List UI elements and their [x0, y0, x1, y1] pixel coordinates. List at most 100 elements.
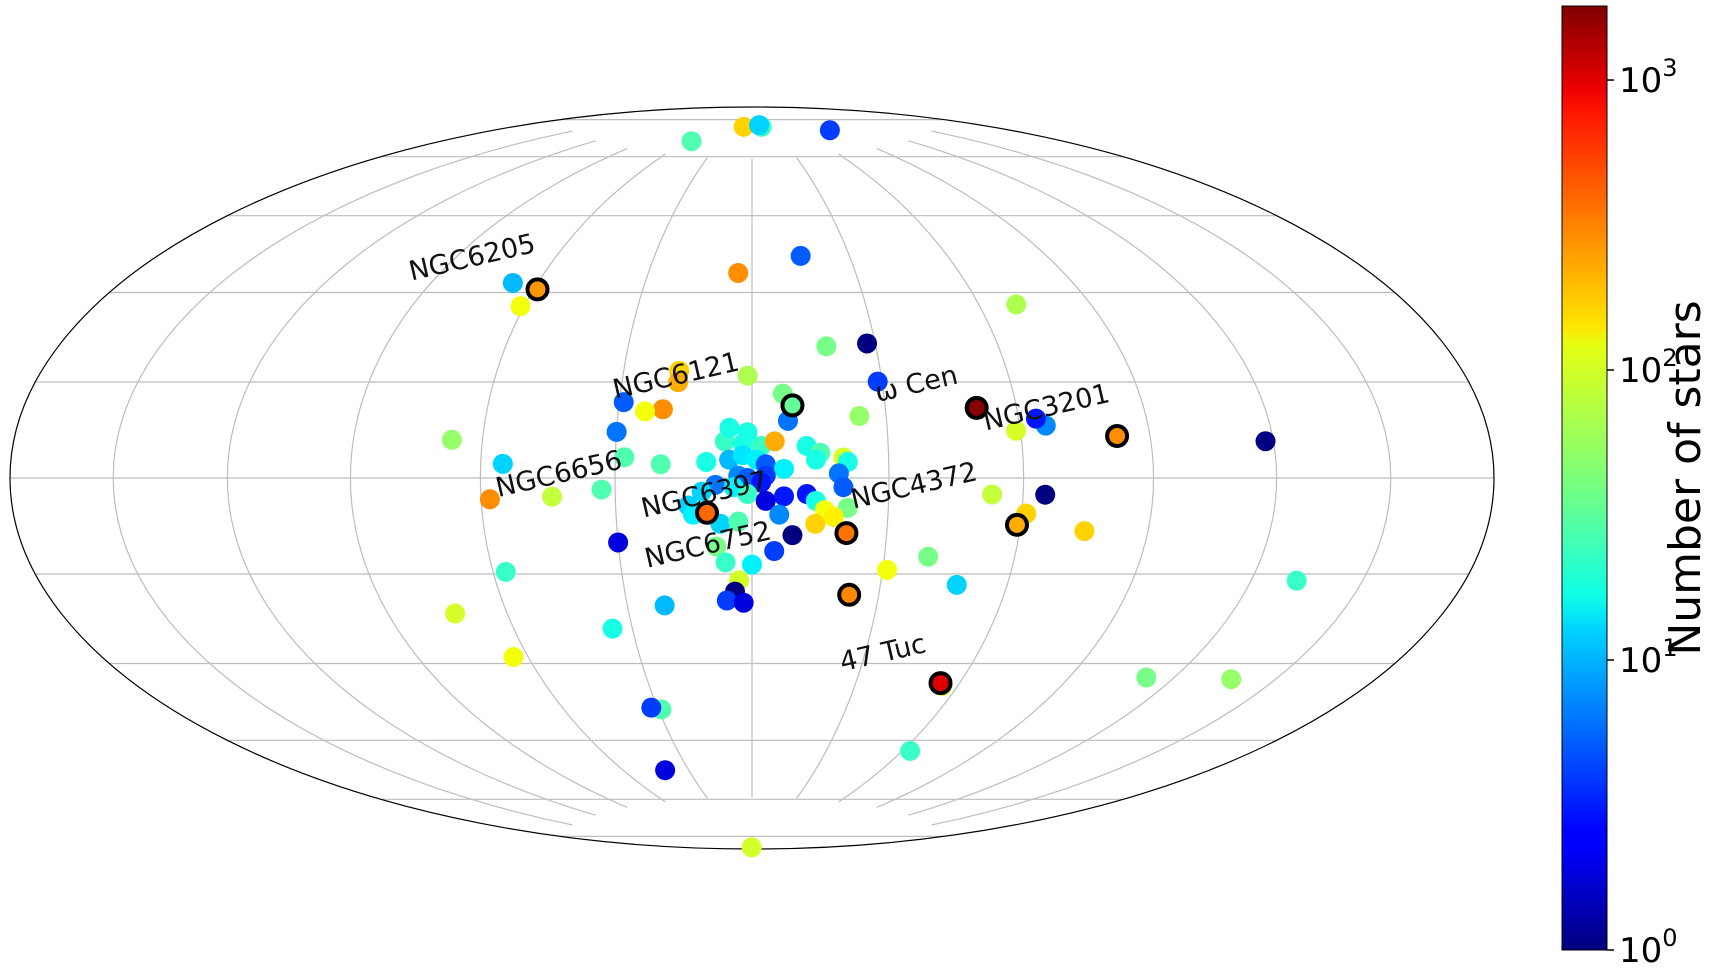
colorbar: 100 101 102 103 Number of stars — [1561, 5, 1711, 971]
cluster-point — [733, 592, 754, 613]
cluster-point — [755, 490, 776, 511]
highlighted-cluster-point — [928, 671, 953, 696]
cluster-point — [1136, 667, 1157, 688]
meridian-line — [349, 147, 628, 809]
cluster-point — [805, 513, 826, 534]
cluster-point — [857, 333, 878, 354]
cluster-point — [823, 507, 844, 528]
cluster-point — [741, 837, 762, 858]
cluster-point — [614, 447, 635, 468]
meridian-line — [876, 147, 1155, 809]
colorbar-tick-label: 102 — [1619, 344, 1678, 391]
cluster-point — [652, 399, 673, 420]
cluster-point — [876, 559, 897, 580]
cluster-point — [691, 481, 712, 502]
cluster-point — [737, 365, 758, 386]
cluster-point — [737, 422, 758, 443]
cluster-point — [510, 296, 531, 317]
cluster-point — [696, 451, 717, 472]
cluster-point — [1221, 669, 1242, 690]
highlighted-cluster-point — [964, 395, 989, 420]
meridian-line — [795, 157, 890, 799]
highlighted-cluster-point — [780, 393, 805, 418]
cluster-point — [728, 511, 749, 532]
cluster-point — [764, 541, 785, 562]
cluster-point — [849, 405, 870, 426]
colorbar-label: Number of stars — [1660, 300, 1711, 655]
cluster-point — [542, 486, 563, 507]
cluster-point — [918, 546, 939, 567]
meridian-line — [112, 130, 573, 826]
cluster-point — [833, 477, 854, 498]
cluster-point — [1074, 521, 1095, 542]
meridian-line — [838, 153, 1025, 803]
meridian-line — [226, 140, 596, 816]
cluster-point — [668, 372, 689, 393]
meridian-line — [479, 153, 666, 803]
cluster-point — [982, 484, 1003, 505]
cluster-point — [719, 417, 740, 438]
cluster-point — [715, 552, 736, 573]
cluster-point — [503, 647, 524, 668]
meridian-line — [908, 140, 1278, 816]
cluster-point — [706, 536, 727, 557]
cluster-point — [733, 116, 754, 137]
cluster-point — [769, 504, 790, 525]
cluster-point — [495, 561, 516, 582]
cluster-point — [479, 489, 500, 510]
cluster-point — [867, 371, 888, 392]
cluster-point — [606, 421, 627, 442]
cluster-point — [608, 532, 629, 553]
cluster-point — [782, 525, 803, 546]
cluster-points — [441, 115, 1307, 858]
highlighted-cluster-point — [525, 277, 550, 302]
cluster-point — [816, 336, 837, 357]
cluster-point — [1035, 484, 1056, 505]
cluster-point — [1025, 408, 1046, 429]
cluster-point — [613, 392, 634, 413]
cluster-point — [591, 479, 612, 500]
cluster-point — [1255, 431, 1276, 452]
cluster-point — [681, 131, 702, 152]
cluster-point — [1006, 420, 1027, 441]
highlighted-cluster-point — [837, 582, 862, 607]
cluster-point — [773, 486, 794, 507]
highlighted-cluster-point — [1105, 424, 1130, 449]
colorbar-tick-label: 101 — [1619, 634, 1678, 681]
cluster-point — [492, 453, 513, 474]
meridian-line — [931, 130, 1392, 826]
highlighted-cluster-point — [694, 500, 719, 525]
cluster-point — [716, 590, 737, 611]
cluster-point — [445, 603, 466, 624]
cluster-point — [900, 740, 921, 761]
colorbar-gradient — [1561, 5, 1608, 951]
cluster-point — [751, 472, 772, 493]
highlighted-cluster-point — [834, 521, 859, 546]
colorbar-tick-label: 100 — [1619, 924, 1678, 971]
cluster-point — [742, 554, 762, 575]
cluster-point — [749, 115, 770, 136]
highlighted-clusters — [525, 277, 1130, 696]
cluster-point — [1286, 570, 1307, 591]
cluster-point — [737, 484, 758, 505]
cluster-point — [764, 431, 785, 452]
colorbar-ticks: 100 101 102 103 — [1607, 54, 1678, 971]
cluster-point — [790, 245, 811, 266]
cluster-point — [655, 760, 676, 781]
cluster-point — [641, 697, 662, 718]
cluster-point — [654, 595, 675, 616]
cluster-point — [774, 458, 795, 479]
cluster-point — [1006, 294, 1027, 315]
cluster-point — [805, 449, 826, 470]
cluster-point — [441, 429, 462, 450]
cluster-point — [946, 574, 967, 595]
cluster-point — [819, 120, 840, 141]
highlighted-cluster-point — [1004, 512, 1029, 537]
graticule-grid — [10, 119, 1494, 837]
cluster-point — [602, 618, 623, 639]
cluster-point — [634, 401, 655, 422]
cluster-point — [502, 272, 523, 293]
colorbar-tick-label: 103 — [1619, 54, 1678, 101]
